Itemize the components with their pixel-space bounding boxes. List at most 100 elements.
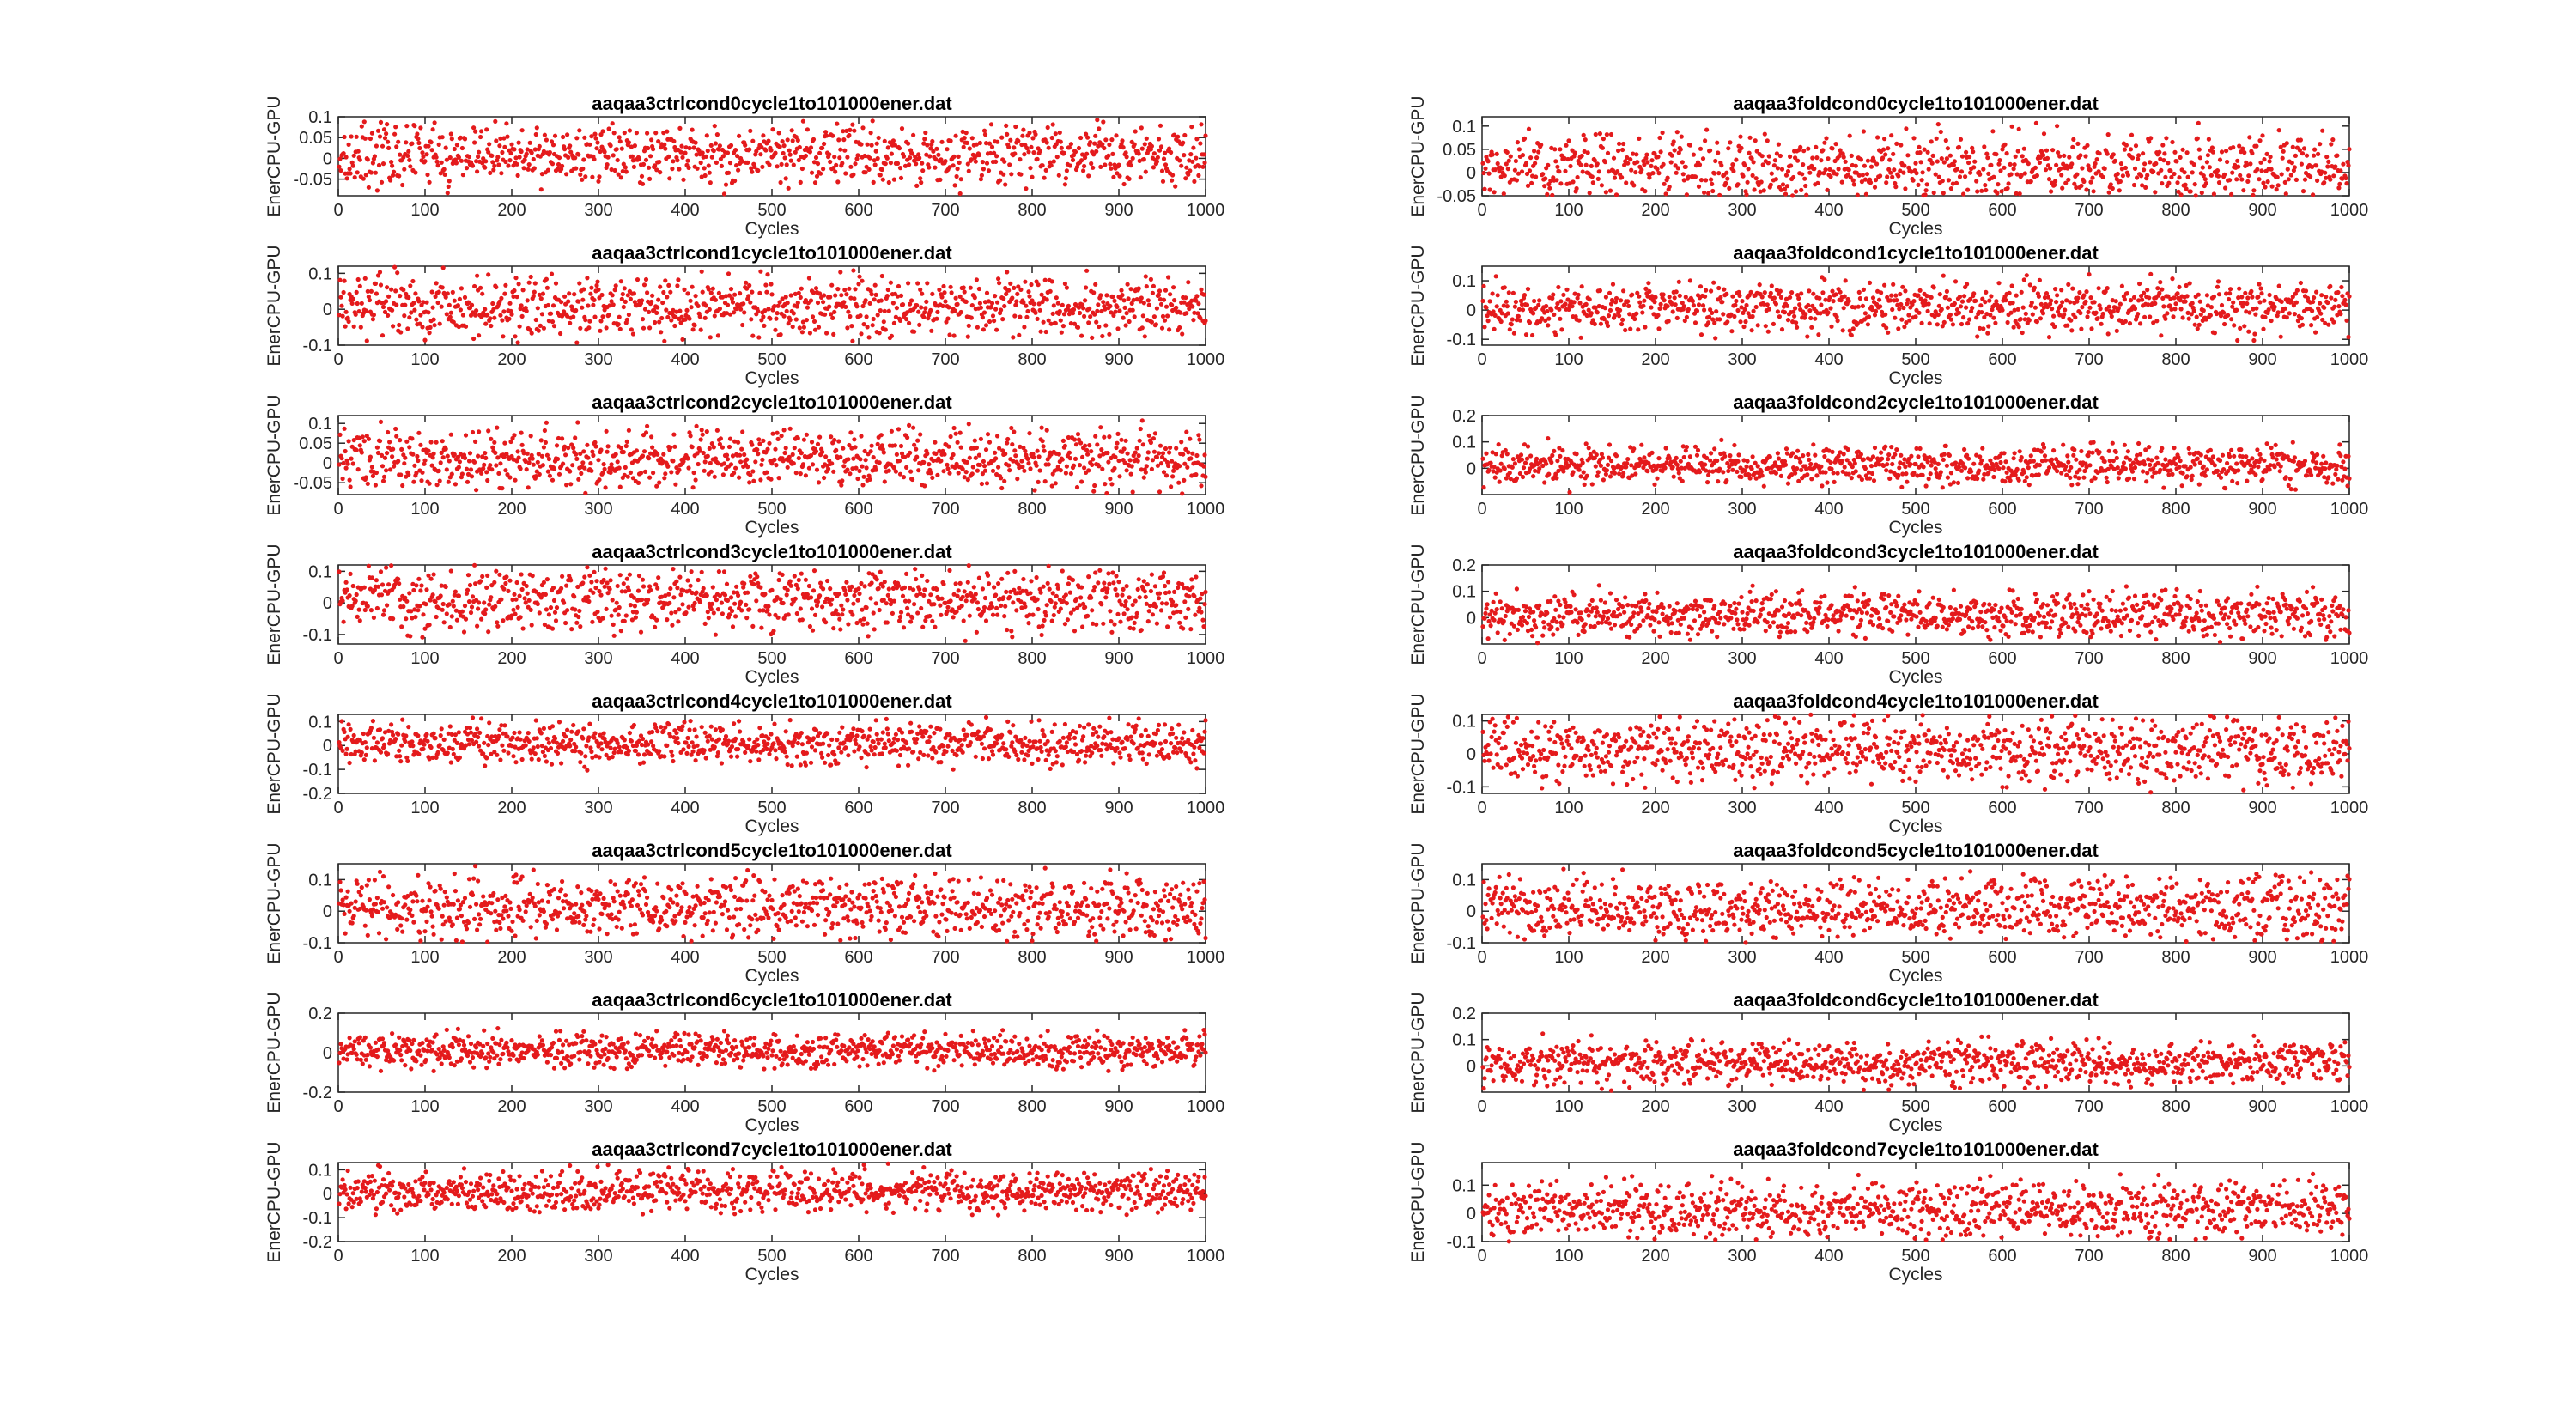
data-point <box>1564 143 1569 148</box>
data-point <box>737 133 742 138</box>
data-point <box>539 172 545 177</box>
data-point <box>878 298 884 303</box>
data-point <box>1706 191 1711 196</box>
data-point <box>779 434 784 439</box>
data-point <box>925 451 930 457</box>
x-tick-label: 0 <box>1477 350 1486 369</box>
data-point <box>1590 180 1595 185</box>
x-tick-label: 200 <box>1641 350 1669 369</box>
data-point <box>2135 175 2140 180</box>
data-point <box>753 459 758 465</box>
data-point <box>1710 181 1715 186</box>
data-point <box>431 317 436 322</box>
data-point <box>1184 311 1189 316</box>
data-point <box>1996 182 2001 187</box>
data-point <box>2087 272 2092 277</box>
data-point <box>1172 298 1177 303</box>
data-point <box>1897 307 1902 312</box>
data-point <box>1183 295 1188 301</box>
data-point <box>2164 136 2169 141</box>
data-point <box>642 307 648 312</box>
data-point <box>956 154 961 159</box>
data-point <box>439 304 444 309</box>
subplot-title: aaqaa3foldcond0cycle1to101000ener.dat <box>1733 93 2099 114</box>
data-point <box>677 467 682 472</box>
data-point <box>994 154 999 159</box>
data-point <box>2312 153 2317 158</box>
data-point <box>2012 162 2017 167</box>
data-point <box>2092 300 2097 305</box>
data-point <box>1774 151 1779 156</box>
x-tick-label: 600 <box>1988 201 2016 220</box>
data-point <box>447 459 452 464</box>
data-point <box>1498 319 1504 325</box>
data-point <box>2022 171 2027 176</box>
data-point <box>602 466 607 472</box>
data-point <box>583 490 588 496</box>
data-point <box>721 191 727 197</box>
y-tick-label: 0.1 <box>1452 118 1476 137</box>
data-point <box>1643 189 1648 194</box>
x-tick-label: 100 <box>410 350 439 369</box>
data-point <box>374 291 379 296</box>
data-point <box>580 305 585 310</box>
data-point <box>434 155 439 160</box>
data-point <box>645 423 650 428</box>
data-point <box>1899 317 1905 322</box>
data-point <box>881 319 886 325</box>
data-point <box>848 127 853 132</box>
data-point <box>2324 175 2329 180</box>
data-point <box>402 461 407 466</box>
x-tick-label: 800 <box>2161 201 2190 220</box>
data-point <box>732 471 737 476</box>
data-point <box>2109 313 2114 319</box>
data-point <box>859 142 864 147</box>
data-point <box>996 276 1001 282</box>
data-point <box>2253 312 2258 317</box>
data-point <box>338 168 343 173</box>
data-point <box>647 456 652 461</box>
data-point <box>459 286 465 291</box>
data-point <box>899 126 905 131</box>
data-point <box>1676 279 1681 284</box>
data-point <box>1892 167 1897 173</box>
data-point <box>930 475 935 481</box>
data-point <box>2080 166 2085 171</box>
data-point <box>2241 188 2246 193</box>
data-point <box>1637 300 1643 305</box>
data-point <box>1577 318 1582 323</box>
data-point <box>1702 307 1707 313</box>
data-point <box>823 454 829 459</box>
data-point <box>895 161 901 166</box>
data-point <box>883 327 888 332</box>
data-point <box>2043 167 2049 173</box>
data-point <box>1850 326 1856 331</box>
scatter-series <box>337 118 1208 197</box>
data-point <box>886 308 891 313</box>
data-point <box>701 450 706 456</box>
data-point <box>811 160 817 165</box>
data-point <box>2264 151 2269 156</box>
data-point <box>524 151 529 156</box>
data-point <box>1657 306 1662 311</box>
data-point <box>1690 299 1695 304</box>
data-point <box>999 476 1004 481</box>
data-point <box>2324 155 2330 160</box>
data-point <box>1008 137 1013 143</box>
data-point <box>396 139 401 144</box>
data-point <box>1055 301 1060 306</box>
data-point <box>394 302 399 307</box>
data-point <box>613 452 618 457</box>
data-point <box>1009 172 1014 177</box>
data-point <box>436 468 441 474</box>
data-point <box>654 167 659 173</box>
data-point <box>1485 319 1491 324</box>
data-point <box>909 298 914 303</box>
data-point <box>1522 136 1528 141</box>
data-point <box>843 171 848 176</box>
data-point <box>377 439 383 444</box>
data-point <box>2072 181 2077 186</box>
data-point <box>1066 303 1071 308</box>
data-point <box>447 155 453 161</box>
data-point <box>916 468 921 473</box>
